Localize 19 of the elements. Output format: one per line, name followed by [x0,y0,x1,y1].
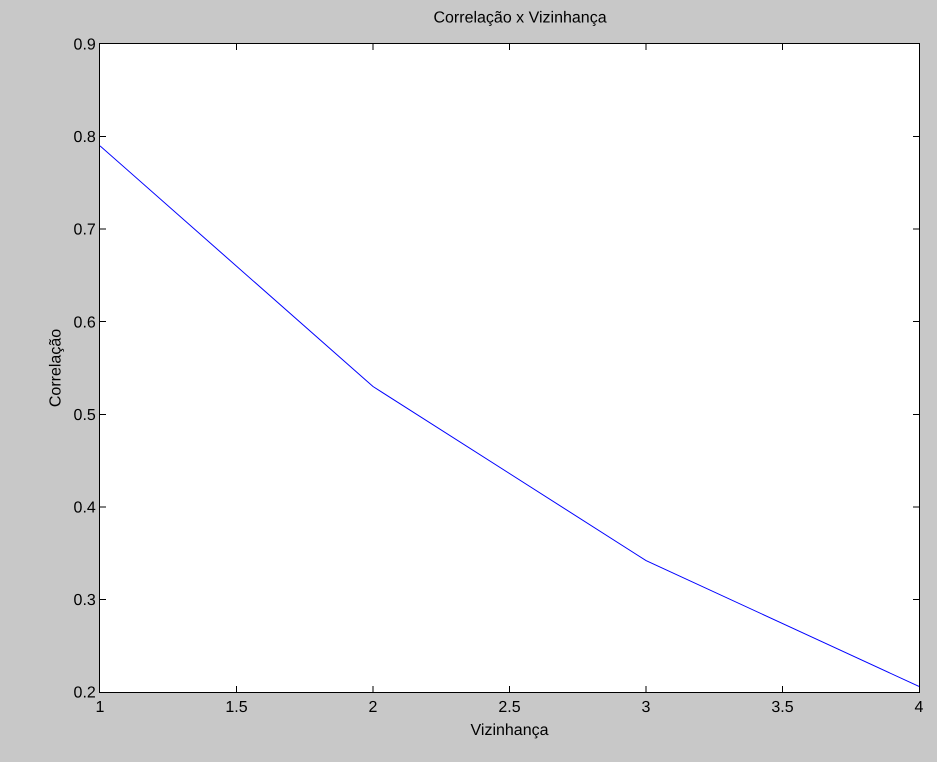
y-tick-label: 0.6 [74,314,96,332]
y-axis-title: Correlação [47,328,64,408]
y-tick-label: 0.8 [74,129,96,146]
x-tick-label: 4 [914,699,924,716]
x-tick-label: 3 [642,699,651,716]
y-tick-label: 0.4 [74,499,96,516]
x-axis-title: Vizinhança [470,722,549,739]
y-tick-label: 0.7 [74,222,96,239]
x-tick-label: 3.5 [771,699,794,716]
x-tick-label: 2 [368,699,378,716]
y-tick-label: 0.9 [74,36,96,54]
line-series [100,145,919,687]
y-tick-label: 0.5 [74,406,96,424]
x-tick-label: 1 [96,699,105,716]
chart-title: Correlação x Vizinhança [433,10,607,27]
x-tick-label: 2.5 [498,699,521,716]
y-tick-label: 0.2 [74,684,96,702]
y-tick-label: 0.3 [74,592,96,610]
x-tick-label: 1.5 [225,699,248,716]
